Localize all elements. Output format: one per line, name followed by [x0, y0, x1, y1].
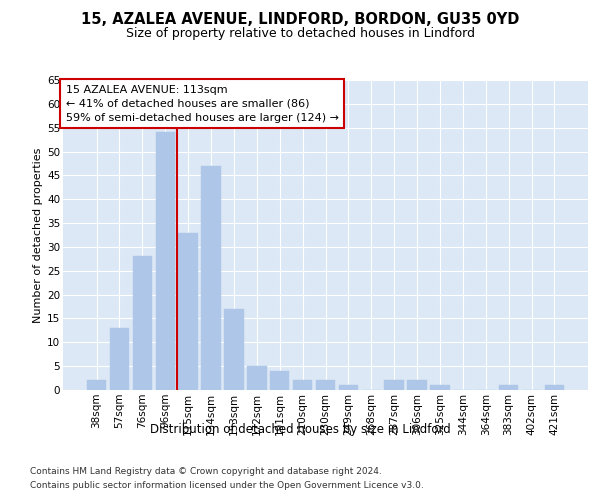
Text: Contains public sector information licensed under the Open Government Licence v3: Contains public sector information licen…	[30, 481, 424, 490]
Bar	[407, 380, 427, 390]
Bar	[224, 309, 244, 390]
Bar	[178, 232, 198, 390]
Bar	[155, 132, 175, 390]
Bar	[133, 256, 152, 390]
Bar	[270, 371, 289, 390]
Bar	[430, 385, 449, 390]
Text: Size of property relative to detached houses in Lindford: Size of property relative to detached ho…	[125, 28, 475, 40]
Bar	[499, 385, 518, 390]
Bar	[385, 380, 404, 390]
Y-axis label: Number of detached properties: Number of detached properties	[33, 148, 43, 322]
Text: 15 AZALEA AVENUE: 113sqm
← 41% of detached houses are smaller (86)
59% of semi-d: 15 AZALEA AVENUE: 113sqm ← 41% of detach…	[65, 84, 338, 122]
Bar	[202, 166, 221, 390]
Text: 15, AZALEA AVENUE, LINDFORD, BORDON, GU35 0YD: 15, AZALEA AVENUE, LINDFORD, BORDON, GU3…	[81, 12, 519, 28]
Bar	[110, 328, 129, 390]
Bar	[293, 380, 313, 390]
Bar	[247, 366, 266, 390]
Bar	[545, 385, 564, 390]
Bar	[87, 380, 106, 390]
Text: Distribution of detached houses by size in Lindford: Distribution of detached houses by size …	[149, 422, 451, 436]
Text: Contains HM Land Registry data © Crown copyright and database right 2024.: Contains HM Land Registry data © Crown c…	[30, 468, 382, 476]
Bar	[338, 385, 358, 390]
Bar	[316, 380, 335, 390]
